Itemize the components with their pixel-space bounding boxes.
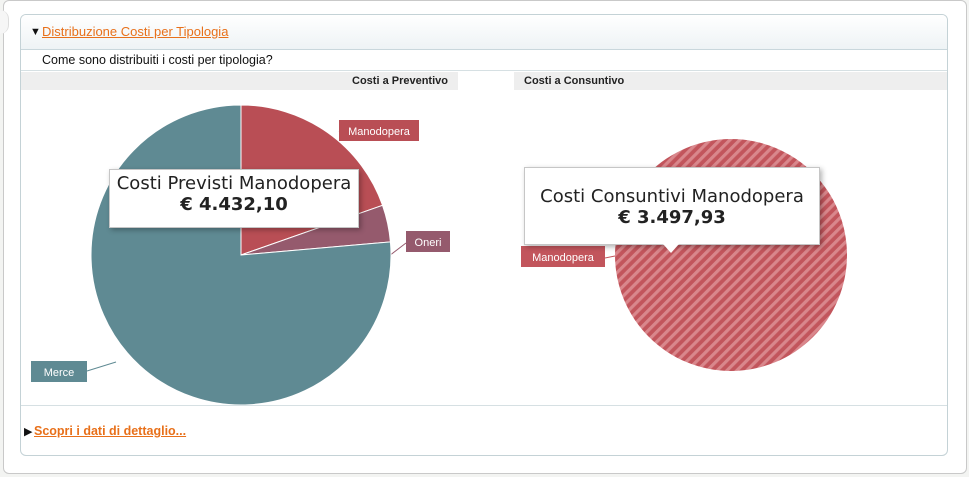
divider [21, 70, 947, 71]
slice-label-manodopera: Manodopera [532, 252, 595, 264]
section-question: Come sono distribuiti i costi per tipolo… [42, 53, 273, 67]
tooltip-previsti: Costi Previsti Manodopera € 4.432,10 [109, 169, 359, 228]
section-title-link[interactable]: Distribuzione Costi per Tipologia [42, 24, 229, 39]
slice-label-oneri: Oneri [415, 237, 442, 249]
collapse-triangle-icon[interactable]: ▼ [30, 26, 41, 38]
slice-label-box [521, 246, 605, 267]
tooltip-value: € 4.432,10 [180, 194, 288, 215]
tooltip-title: Costi Previsti Manodopera [116, 173, 352, 194]
tooltip-value: € 3.497,93 [618, 207, 726, 228]
detail-link[interactable]: Scopri i dati di dettaglio... [34, 424, 187, 438]
tooltip-title: Costi Consuntivi Manodopera [540, 186, 804, 207]
slice-connector-line [604, 255, 616, 259]
slice-label-box [31, 361, 87, 382]
slice-label-merce: Merce [44, 367, 75, 379]
slice-connector-line [388, 242, 407, 257]
tooltip-pointer [663, 244, 679, 253]
panel-header: ▼ Distribuzione Costi per Tipologia [21, 15, 947, 50]
divider [21, 405, 947, 406]
slice-label-box [339, 120, 419, 141]
slice-connector-line [86, 361, 117, 372]
expand-triangle-icon[interactable]: ▶ [24, 426, 33, 438]
slice-label-box [406, 231, 450, 252]
edge-tab [0, 10, 9, 34]
chart-title-preventivo: Costi a Preventivo [21, 72, 458, 90]
cost-distribution-panel: ▼ Distribuzione Costi per Tipologia Come… [20, 14, 948, 456]
tooltip-consuntivi: Costi Consuntivi Manodopera € 3.497,93 [524, 167, 820, 253]
chart-title-consuntivo: Costi a Consuntivo [514, 72, 947, 90]
slice-label-manodopera: Manodopera [348, 126, 411, 138]
